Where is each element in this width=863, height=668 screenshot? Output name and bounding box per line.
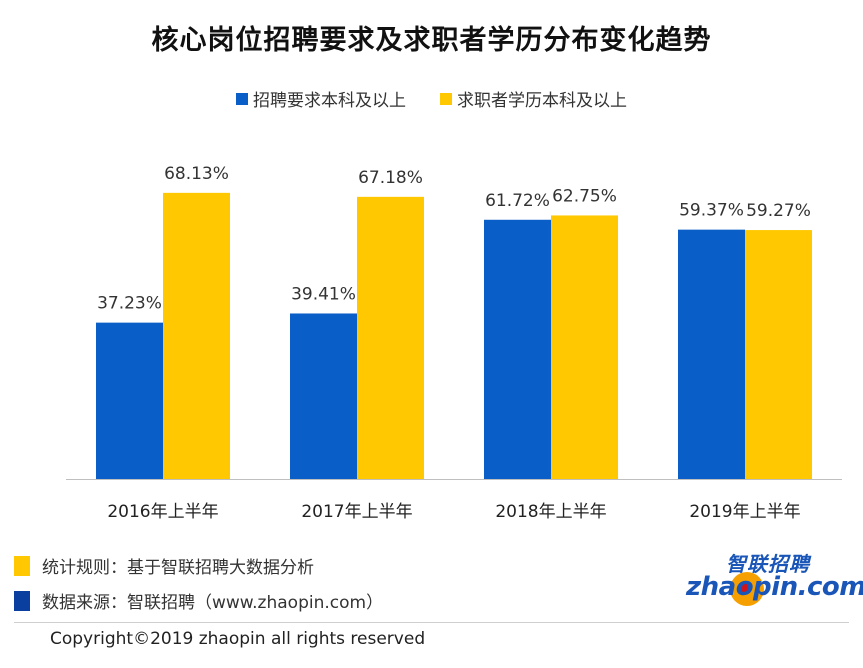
legend-label-recruit: 招聘要求本科及以上: [253, 91, 406, 111]
logo-en-text: zhaopin.com: [686, 572, 863, 602]
note-source: 数据来源：智联招聘（www.zhaopin.com）: [14, 588, 383, 613]
copyright-text: Copyright©2019 zhaopin all rights reserv…: [50, 629, 426, 649]
legend-label-seeker: 求职者学历本科及以上: [457, 91, 627, 111]
note-source-swatch: [14, 590, 30, 611]
data-label-seeker-0: 68.13%: [164, 164, 229, 184]
logo-red-dot: [740, 582, 752, 594]
bar-seeker-2: [551, 215, 618, 479]
bar-seeker-1: [357, 196, 424, 479]
bar-seeker-0: [163, 192, 230, 479]
x-tick-label-0: 2016年上半年: [107, 502, 218, 522]
legend-swatch-recruit: [236, 92, 248, 105]
data-label-recruit-0: 37.23%: [97, 294, 162, 314]
note-source-text: 数据来源：智联招聘（www.zhaopin.com）: [42, 593, 384, 613]
bar-recruit-0: [96, 322, 163, 479]
bar-recruit-1: [290, 313, 357, 479]
x-tick-label-3: 2019年上半年: [689, 502, 800, 522]
note-rule: 统计规则：基于智联招聘大数据分析: [14, 553, 314, 578]
bar-recruit-2: [484, 219, 551, 479]
data-label-recruit-3: 59.37%: [679, 201, 744, 221]
x-tick-label-1: 2017年上半年: [301, 502, 412, 522]
bar-seeker-3: [745, 230, 812, 479]
footer-divider: [14, 622, 849, 623]
chart-legend: 招聘要求本科及以上 求职者学历本科及以上: [0, 86, 863, 111]
bar-recruit-3: [678, 229, 745, 479]
zhaopin-logo: 智联招聘 zhaopin.com: [686, 548, 863, 606]
x-tick-label-2: 2018年上半年: [495, 502, 606, 522]
data-label-seeker-2: 62.75%: [552, 186, 617, 206]
data-label-recruit-1: 39.41%: [291, 284, 356, 304]
chart-title: 核心岗位招聘要求及求职者学历分布变化趋势: [151, 25, 712, 56]
bar-chart: 37.23% 68.13% 2016年上半年 39.41% 67.18% 2017年上半年…: [66, 164, 842, 522]
legend-item-recruit: 招聘要求本科及以上: [236, 86, 406, 111]
legend-item-seeker: 求职者学历本科及以上: [440, 86, 627, 111]
data-label-seeker-3: 59.27%: [746, 201, 811, 221]
data-label-seeker-1: 67.18%: [358, 168, 423, 188]
note-rule-swatch: [14, 555, 30, 576]
data-label-recruit-2: 61.72%: [485, 191, 550, 211]
legend-swatch-seeker: [440, 92, 452, 105]
logo-cn-text: 智联招聘: [726, 552, 810, 576]
note-rule-text: 统计规则：基于智联招聘大数据分析: [42, 558, 314, 578]
